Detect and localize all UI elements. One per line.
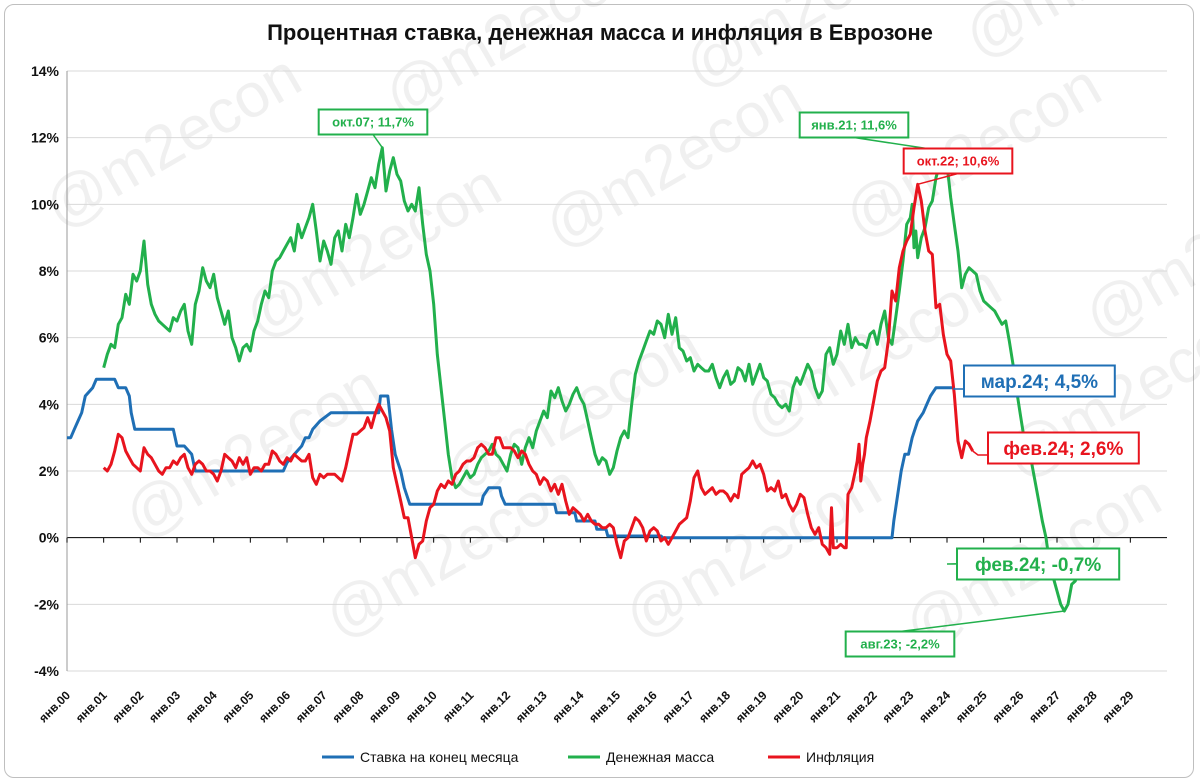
x-tick-label: янв.06 xyxy=(256,688,293,725)
annotation-label: окт.07; 11,7% xyxy=(317,108,429,149)
x-tick-label: янв.13 xyxy=(513,688,550,725)
annotation-layer: окт.07; 11,7% янв.21; 11,6% окт.22; 10,6% м… xyxy=(317,108,1140,658)
legend: Ставка на конец месяца Денежная масса Инфл… xyxy=(322,749,874,765)
y-tick-label: 6% xyxy=(39,330,60,346)
x-tick-label: янв.09 xyxy=(366,688,403,725)
y-tick-label: 10% xyxy=(31,196,60,212)
legend-label: Ставка на конец месяца xyxy=(360,749,519,765)
x-tick-label: янв.24 xyxy=(916,688,953,725)
annotation-text: окт.07; 11,7% xyxy=(332,115,414,130)
y-tick-label: -2% xyxy=(34,596,59,612)
annotation-label: янв.21; 11,6% xyxy=(798,111,944,152)
annotation-label: фев.24; -0,7% xyxy=(946,547,1121,581)
x-tick-label: янв.27 xyxy=(1026,688,1063,725)
annotation-box xyxy=(844,630,956,658)
x-tick-label: янв.26 xyxy=(989,688,1026,725)
x-tick-label: янв.16 xyxy=(623,688,660,725)
annotation-label: окт.22; 10,6% xyxy=(902,147,1014,186)
annotation-box xyxy=(798,111,910,139)
annotation-text: мар.24; 4,5% xyxy=(981,372,1098,393)
watermark-text: @m2econ xyxy=(533,61,813,263)
legend-item-3: Инфляция xyxy=(768,749,874,765)
y-tick-label: 12% xyxy=(31,130,60,146)
x-tick-label: янв.02 xyxy=(109,688,146,725)
series-line-3 xyxy=(102,182,975,560)
x-tick-label: янв.20 xyxy=(769,688,806,725)
legend-item-1: Ставка на конец месяца xyxy=(322,749,519,765)
x-tick-label: янв.14 xyxy=(549,688,586,725)
annotation-leader xyxy=(972,450,988,456)
x-tick-label: янв.17 xyxy=(659,688,696,725)
x-tick-label: янв.15 xyxy=(586,688,623,725)
annotation-text: окт.22; 10,6% xyxy=(917,154,1000,169)
annotation-leader xyxy=(917,172,959,186)
annotation-text: авг.23; -2,2% xyxy=(860,637,940,652)
y-tick-label: -4% xyxy=(34,663,59,679)
annotation-label: мар.24; 4,5% xyxy=(953,364,1116,398)
x-tick-label: янв.10 xyxy=(403,688,440,725)
annotation-box xyxy=(317,108,429,136)
x-tick-label: янв.11 xyxy=(440,688,477,725)
legend-label: Денежная масса xyxy=(606,749,714,765)
annotation-label: фев.24; 2,6% xyxy=(972,431,1140,465)
y-tick-label: 8% xyxy=(39,263,60,279)
annotation-label: авг.23; -2,2% xyxy=(844,610,1065,658)
annotation-leader xyxy=(953,387,964,390)
x-tick-label: янв.00 xyxy=(36,688,73,725)
series-line-1 xyxy=(67,377,955,540)
annotation-text: фев.24; 2,6% xyxy=(1003,439,1123,460)
x-tick-label: янв.07 xyxy=(293,688,330,725)
series-layer xyxy=(67,146,1091,613)
y-tick-label: 2% xyxy=(39,463,60,479)
watermark-text: @m2econ xyxy=(733,251,1013,453)
annotation-box xyxy=(987,431,1140,465)
x-tick-label: янв.18 xyxy=(696,688,733,725)
x-tick-label: янв.01 xyxy=(73,688,110,725)
y-axis: -4% -2% 0% 2% 4% 6% 8% 10% 12% 14% xyxy=(31,63,60,679)
x-tick-label: янв.05 xyxy=(219,688,256,725)
x-tick-label: янв.04 xyxy=(183,688,220,725)
x-tick-label: янв.08 xyxy=(329,688,366,725)
annotation-leader xyxy=(899,610,1065,633)
watermark-text: @m2econ xyxy=(1073,151,1200,353)
y-tick-label: 4% xyxy=(39,396,60,412)
legend-item-2: Денежная масса xyxy=(568,749,714,765)
x-tick-label: янв.28 xyxy=(1063,688,1100,725)
x-tick-label: янв.12 xyxy=(476,688,513,725)
annotation-text: янв.21; 11,6% xyxy=(811,118,897,133)
y-tick-label: 14% xyxy=(31,63,60,79)
annotation-box xyxy=(963,364,1116,398)
x-tick-label: янв.29 xyxy=(1099,688,1136,725)
annotation-leader xyxy=(372,134,383,149)
x-tick-label: янв.03 xyxy=(146,688,183,725)
y-tick-label: 0% xyxy=(39,530,60,546)
watermark-text: @m2econ xyxy=(613,451,893,653)
annotation-box xyxy=(902,147,1014,175)
chart-title: Процентная ставка, денежная масса и инфл… xyxy=(267,20,933,45)
annotation-box xyxy=(956,547,1121,581)
x-tick-label: янв.21 xyxy=(806,688,843,725)
x-tick-label: янв.19 xyxy=(733,688,770,725)
annotation-text: фев.24; -0,7% xyxy=(975,555,1101,576)
legend-label: Инфляция xyxy=(806,749,874,765)
watermark-text: @m2econ xyxy=(673,0,953,102)
x-tick-label: янв.25 xyxy=(953,688,990,725)
x-tick-label: янв.23 xyxy=(879,688,916,725)
x-tick-label: янв.22 xyxy=(843,688,880,725)
